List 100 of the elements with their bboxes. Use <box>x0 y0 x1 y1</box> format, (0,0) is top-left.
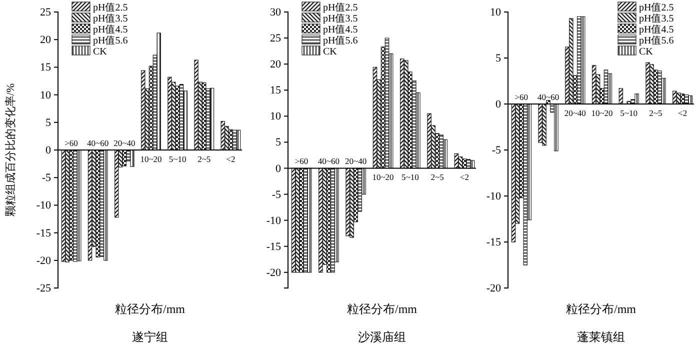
bar <box>130 150 134 167</box>
legend-label: pH值5.6 <box>639 36 674 46</box>
bar <box>194 60 198 150</box>
y-tick-label: -20 <box>36 254 52 267</box>
y-tick-label: -20 <box>486 282 502 295</box>
bar <box>236 130 241 150</box>
bar <box>427 113 432 169</box>
bar <box>439 134 444 169</box>
legend-label: pH值4.5 <box>323 24 358 36</box>
y-tick-label: 20 <box>270 58 282 71</box>
bar <box>326 168 331 273</box>
text: 沙溪庙组 <box>358 330 406 344</box>
bar <box>346 168 350 236</box>
bar <box>303 168 308 273</box>
bar <box>307 168 312 273</box>
x-tick-label: 5~10 <box>168 154 186 164</box>
legend-label: pH值3.5 <box>639 14 674 24</box>
bar <box>511 104 516 242</box>
y-tick-label: -15 <box>266 240 282 253</box>
y-tick-label: 5 <box>496 52 502 65</box>
y-tick-label: -20 <box>266 266 282 279</box>
bar <box>580 16 586 104</box>
x-tick-label: >60 <box>294 156 308 166</box>
y-tick-label: -25 <box>36 282 52 295</box>
x-axis-title: 粒径分布/mm <box>346 302 418 316</box>
bar <box>618 88 624 104</box>
bar <box>65 150 70 262</box>
x-axis-title: 粒径分布/mm <box>114 302 186 316</box>
bar <box>73 150 78 262</box>
bar <box>634 94 639 104</box>
x-tick-label: 20~40 <box>564 108 586 118</box>
x-axis-title: 粒径分布/mm <box>566 302 637 316</box>
bar <box>372 66 378 169</box>
y-tick-label: 5 <box>46 116 52 129</box>
x-tick-label: 20~40 <box>114 138 136 148</box>
bar <box>318 168 323 273</box>
y-tick-label: -15 <box>486 236 502 249</box>
bar <box>542 104 546 146</box>
bar <box>295 168 300 273</box>
y-tick-label: -10 <box>486 190 502 203</box>
bar <box>291 168 296 273</box>
x-tick-label: 5~10 <box>401 172 419 182</box>
bar <box>228 129 233 150</box>
legend-label: CK <box>323 46 338 58</box>
bar <box>175 86 180 150</box>
x-tick-label: 2~5 <box>198 154 211 164</box>
bar <box>569 18 574 104</box>
bar <box>676 92 681 104</box>
bar <box>592 65 596 104</box>
bar <box>330 168 335 273</box>
bar <box>114 150 119 218</box>
y-tick-label: 25 <box>40 6 52 19</box>
x-tick-label: <2 <box>460 172 469 182</box>
legend-label: pH值5.6 <box>93 36 128 46</box>
bar <box>523 104 528 266</box>
x-tick-label: 10~20 <box>372 172 394 182</box>
bar <box>104 150 108 261</box>
y-tick-label: 0 <box>46 144 52 157</box>
y-tick-label: 20 <box>40 34 52 46</box>
legend-label: pH值2.5 <box>323 2 358 14</box>
y-tick-label: -15 <box>36 227 52 240</box>
x-tick-label: 20~40 <box>345 156 367 166</box>
y-tick-label: 10 <box>490 6 502 19</box>
x-tick-label: 5~10 <box>620 108 638 118</box>
bar <box>554 104 558 152</box>
legend-label: pH值2.5 <box>93 2 128 14</box>
legend-label: pH值3.5 <box>93 14 128 24</box>
bar <box>538 104 542 143</box>
x-tick-label: 40~60 <box>537 92 560 102</box>
x-tick-label: 2~5 <box>430 172 444 182</box>
bar <box>232 130 237 150</box>
bar <box>88 150 92 261</box>
y-tick-label: 15 <box>40 62 52 74</box>
bar <box>384 38 390 169</box>
legend-label: pH值4.5 <box>639 24 674 36</box>
bar <box>156 32 161 150</box>
y-tick-label: 5 <box>276 136 282 149</box>
x-tick-label: 40~60 <box>87 138 109 148</box>
legend-label: CK <box>639 46 654 58</box>
x-tick-label: <2 <box>678 108 688 118</box>
bar <box>220 120 225 150</box>
x-tick-label: <2 <box>226 154 236 164</box>
y-tick-label: -10 <box>36 200 52 212</box>
y-tick-label: -10 <box>266 214 282 227</box>
bar <box>604 70 608 104</box>
bar <box>658 70 662 104</box>
bar <box>404 60 408 169</box>
y-tick-label: 15 <box>270 84 282 97</box>
text: 遂宁组 <box>132 330 168 344</box>
y-tick-label: -5 <box>492 144 502 157</box>
bar <box>96 150 100 258</box>
legend-label: pH值5.6 <box>323 36 358 46</box>
bar <box>650 64 654 104</box>
bar <box>141 70 146 150</box>
x-tick-label: >60 <box>64 138 78 148</box>
bar <box>100 150 104 257</box>
bar <box>608 73 612 104</box>
bar <box>576 16 582 104</box>
x-tick-label: 2~5 <box>649 108 662 118</box>
bar <box>179 84 184 150</box>
